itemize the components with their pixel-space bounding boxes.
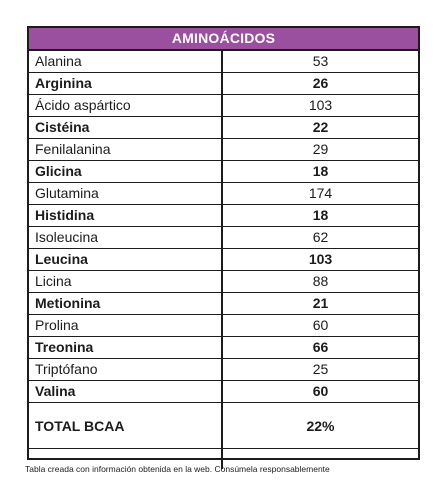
table-title: AMINOÁCIDOS [29,28,418,51]
amino-acid-name: Glutamina [29,183,223,205]
amino-acid-name: Fenilalanina [29,139,223,161]
amino-acid-value: 62 [223,227,418,249]
total-value: 22% [223,403,418,449]
empty-name-cell [29,449,223,469]
amino-acid-value: 174 [223,183,418,205]
amino-acid-value: 18 [223,161,418,183]
amino-acid-name: Valina [29,381,223,403]
amino-acid-value: 26 [223,73,418,95]
amino-acid-name: Leucina [29,249,223,271]
footnote: Tabla creada con información obtenida en… [25,464,330,474]
amino-acid-value: 29 [223,139,418,161]
amino-acid-name: Ácido aspártico [29,95,223,117]
amino-acid-value: 18 [223,205,418,227]
amino-acid-name: Cistéina [29,117,223,139]
amino-acid-value: 103 [223,249,418,271]
amino-acid-value: 22 [223,117,418,139]
table-grid: Alanina 53 Arginina 26 Ácido aspártico 103 Cis… [29,51,418,469]
amino-acid-name: Alanina [29,51,223,73]
amino-acid-name: Treonina [29,337,223,359]
amino-acid-name: Licina [29,271,223,293]
amino-acid-value: 88 [223,271,418,293]
amino-acid-name: Triptófano [29,359,223,381]
amino-acid-name: Glicina [29,161,223,183]
amino-acid-value: 21 [223,293,418,315]
amino-acid-name: Arginina [29,73,223,95]
amino-acid-name: Isoleucina [29,227,223,249]
amino-acid-table: AMINOÁCIDOS Alanina 53 Arginina 26 Ácido asp… [27,26,420,469]
amino-acid-value: 60 [223,315,418,337]
amino-acid-value: 25 [223,359,418,381]
total-label: TOTAL BCAA [29,403,223,449]
amino-acid-value: 60 [223,381,418,403]
amino-acid-name: Prolina [29,315,223,337]
amino-acid-name: Metionina [29,293,223,315]
amino-acid-name: Histidina [29,205,223,227]
amino-acid-value: 53 [223,51,418,73]
amino-acid-value: 103 [223,95,418,117]
amino-acid-value: 66 [223,337,418,359]
